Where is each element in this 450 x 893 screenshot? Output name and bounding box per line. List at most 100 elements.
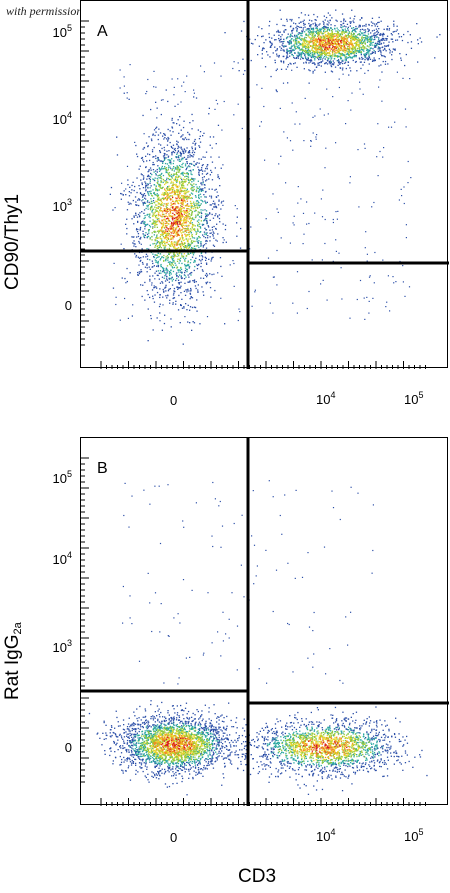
event-point <box>195 97 198 99</box>
event-point <box>196 264 198 266</box>
event-point <box>351 30 353 33</box>
event-point <box>147 229 150 231</box>
event-point <box>385 306 387 308</box>
event-point <box>166 150 168 152</box>
event-point <box>269 20 271 23</box>
event-point <box>199 193 202 195</box>
event-point <box>315 31 317 33</box>
event-point <box>349 43 351 45</box>
event-point <box>241 127 243 130</box>
event-point <box>185 247 188 249</box>
event-point <box>179 213 181 215</box>
event-point <box>299 49 301 51</box>
event-point <box>223 100 225 103</box>
event-point <box>300 21 302 23</box>
event-point <box>143 209 146 211</box>
event-point <box>333 58 336 60</box>
event-point <box>162 257 165 259</box>
event-point <box>366 57 368 59</box>
event-point <box>166 238 168 240</box>
event-point <box>184 265 186 267</box>
event-point <box>379 34 382 36</box>
event-point <box>251 305 253 307</box>
event-point <box>171 280 173 282</box>
event-point <box>165 89 167 91</box>
event-point <box>164 286 167 288</box>
event-point <box>167 259 169 261</box>
event-point <box>324 44 327 46</box>
event-point <box>129 186 131 188</box>
event-point <box>169 262 171 264</box>
event-point <box>182 203 184 205</box>
event-point <box>172 243 174 245</box>
event-point <box>300 52 303 54</box>
event-point <box>153 234 155 236</box>
event-point <box>199 323 201 325</box>
event-point <box>159 206 161 208</box>
event-point <box>355 54 357 57</box>
event-point <box>297 37 299 39</box>
event-point <box>147 187 149 189</box>
event-point <box>146 290 148 292</box>
event-point <box>368 53 370 55</box>
event-point <box>162 197 164 199</box>
event-point <box>301 44 304 46</box>
event-point <box>336 36 338 39</box>
event-point <box>171 127 174 129</box>
event-point <box>188 170 190 172</box>
event-point <box>209 195 211 197</box>
event-point <box>368 63 370 65</box>
event-point <box>173 151 176 154</box>
event-point <box>176 220 178 223</box>
event-point <box>145 207 147 210</box>
event-point <box>336 33 338 35</box>
event-point <box>190 241 192 243</box>
event-point <box>154 221 156 223</box>
event-point <box>402 281 404 283</box>
event-point <box>393 25 395 27</box>
event-point <box>217 272 219 274</box>
event-point <box>197 213 199 215</box>
event-point <box>323 50 325 52</box>
event-point <box>341 36 343 38</box>
event-point <box>348 52 350 54</box>
event-point <box>309 37 311 39</box>
event-point <box>140 259 142 262</box>
event-point <box>331 40 333 42</box>
event-point <box>177 206 179 208</box>
event-point <box>168 188 170 191</box>
event-point <box>276 23 278 26</box>
event-point <box>325 30 327 33</box>
event-point <box>353 54 356 56</box>
event-point <box>334 33 336 35</box>
event-point <box>337 47 340 50</box>
event-point <box>215 188 217 190</box>
event-point <box>194 195 197 197</box>
event-point <box>325 54 327 56</box>
event-point <box>205 252 207 254</box>
event-point <box>173 241 175 244</box>
event-point <box>192 223 194 226</box>
event-point <box>188 182 190 184</box>
event-point <box>184 211 186 213</box>
event-point <box>140 179 142 181</box>
event-point <box>168 165 170 167</box>
event-point <box>342 67 344 69</box>
event-point <box>150 193 152 195</box>
event-point <box>376 42 378 44</box>
event-point <box>146 236 148 238</box>
event-point <box>337 34 340 36</box>
event-point <box>434 57 436 59</box>
event-point <box>360 61 362 63</box>
event-point <box>364 59 366 61</box>
event-point <box>180 197 182 199</box>
event-point <box>374 59 376 62</box>
event-point <box>140 269 142 271</box>
event-point <box>319 58 321 61</box>
event-point <box>185 215 187 217</box>
event-point <box>307 56 309 59</box>
event-point <box>306 46 308 48</box>
event-point <box>335 43 338 45</box>
event-point <box>180 177 182 179</box>
event-point <box>137 221 139 223</box>
